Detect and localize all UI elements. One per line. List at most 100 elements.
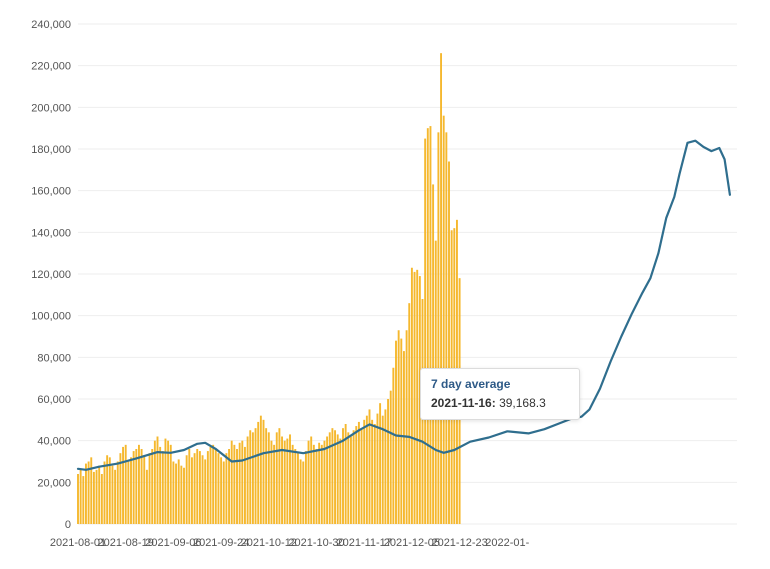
bar[interactable]	[212, 444, 215, 524]
bar[interactable]	[320, 444, 323, 524]
bar[interactable]	[124, 444, 127, 524]
average-line[interactable]	[76, 139, 731, 471]
bar[interactable]	[153, 440, 156, 524]
bar[interactable]	[77, 474, 79, 524]
bar[interactable]	[283, 440, 286, 524]
bar[interactable]	[400, 338, 403, 524]
bar[interactable]	[307, 440, 310, 524]
bar[interactable]	[448, 161, 450, 525]
bar[interactable]	[265, 428, 268, 524]
bar[interactable]	[214, 449, 217, 524]
bar[interactable]	[373, 424, 376, 524]
bar[interactable]	[204, 459, 207, 524]
bar[interactable]	[180, 465, 183, 524]
bar[interactable]	[259, 415, 262, 524]
bar[interactable]	[326, 436, 329, 525]
bar[interactable]	[302, 461, 305, 525]
bar[interactable]	[432, 184, 435, 524]
bar[interactable]	[278, 428, 281, 524]
bar[interactable]	[416, 269, 419, 524]
bar[interactable]	[143, 455, 146, 524]
bar[interactable]	[79, 469, 82, 524]
bar[interactable]	[424, 138, 427, 525]
bar[interactable]	[241, 440, 244, 524]
bar[interactable]	[334, 430, 337, 524]
bar[interactable]	[254, 428, 257, 524]
bar[interactable]	[230, 440, 233, 524]
bar[interactable]	[445, 132, 448, 525]
bar[interactable]	[169, 444, 172, 524]
bar[interactable]	[161, 451, 164, 524]
bar[interactable]	[440, 53, 443, 525]
bar[interactable]	[437, 132, 440, 525]
bar[interactable]	[193, 453, 196, 524]
bar[interactable]	[328, 432, 331, 524]
bar[interactable]	[100, 474, 103, 524]
bar[interactable]	[355, 426, 358, 524]
bar[interactable]	[291, 444, 294, 524]
bar[interactable]	[201, 455, 204, 524]
bar[interactable]	[132, 451, 135, 524]
bar[interactable]	[371, 419, 374, 524]
bar[interactable]	[397, 330, 400, 524]
bar[interactable]	[222, 461, 225, 525]
bar[interactable]	[426, 128, 429, 524]
bar[interactable]	[289, 434, 291, 524]
bar[interactable]	[251, 432, 254, 524]
bar[interactable]	[111, 465, 114, 524]
bar[interactable]	[347, 432, 350, 524]
bar[interactable]	[238, 442, 241, 524]
bar[interactable]	[159, 446, 162, 524]
bar[interactable]	[379, 403, 382, 524]
bar[interactable]	[183, 467, 185, 524]
bar[interactable]	[273, 444, 276, 524]
bar[interactable]	[164, 438, 167, 524]
bar[interactable]	[98, 465, 101, 524]
bar[interactable]	[225, 453, 228, 524]
bar[interactable]	[387, 399, 390, 524]
bar[interactable]	[381, 415, 384, 524]
bar[interactable]	[418, 276, 421, 524]
bar[interactable]	[352, 430, 355, 524]
bar[interactable]	[318, 442, 321, 524]
bar[interactable]	[220, 457, 223, 524]
bar[interactable]	[145, 469, 148, 524]
bar[interactable]	[167, 440, 170, 524]
bar[interactable]	[368, 409, 371, 524]
bar[interactable]	[106, 455, 109, 524]
bar[interactable]	[114, 469, 117, 524]
bar[interactable]	[206, 451, 209, 524]
bar[interactable]	[122, 446, 125, 524]
bar[interactable]	[243, 446, 246, 524]
bar[interactable]	[357, 421, 360, 524]
bar[interactable]	[190, 457, 193, 524]
bar[interactable]	[413, 271, 416, 524]
bar[interactable]	[156, 436, 159, 525]
bar[interactable]	[389, 390, 392, 524]
bar[interactable]	[172, 461, 175, 525]
bar[interactable]	[135, 449, 138, 524]
bar[interactable]	[249, 430, 252, 524]
bar[interactable]	[429, 126, 432, 524]
bar[interactable]	[127, 461, 130, 525]
bar[interactable]	[82, 476, 85, 524]
bar[interactable]	[151, 449, 154, 524]
bar[interactable]	[392, 367, 395, 524]
bar[interactable]	[90, 457, 93, 524]
bar[interactable]	[410, 267, 413, 524]
bar[interactable]	[323, 440, 326, 524]
bar[interactable]	[376, 413, 379, 524]
bar[interactable]	[188, 449, 191, 524]
bar[interactable]	[349, 436, 352, 525]
bar[interactable]	[87, 461, 90, 525]
bar[interactable]	[310, 436, 313, 525]
bar[interactable]	[315, 449, 318, 524]
bar[interactable]	[137, 444, 140, 524]
bar[interactable]	[402, 351, 405, 524]
bar[interactable]	[175, 463, 178, 524]
bar[interactable]	[119, 453, 122, 524]
bar[interactable]	[95, 469, 98, 524]
bar[interactable]	[395, 340, 397, 524]
bar[interactable]	[442, 115, 445, 525]
bar[interactable]	[148, 453, 151, 524]
